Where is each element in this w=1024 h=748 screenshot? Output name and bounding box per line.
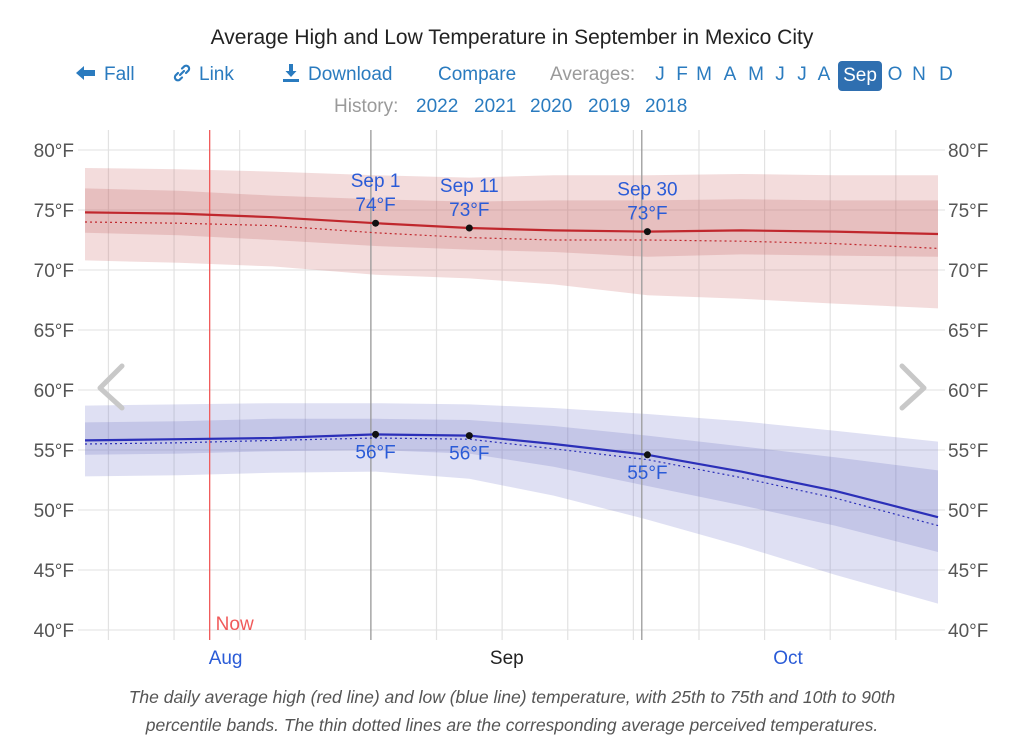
annotations: Sep 1 74°F Sep 11 73°F Sep 30 73°F 56°F 56°F 55°… (351, 171, 678, 484)
x-tick-label: Aug (209, 648, 243, 669)
history-toolbar: History: 2022 2021 2020 2019 2018 (0, 96, 1024, 120)
link-button[interactable]: Link (173, 64, 234, 86)
month-may[interactable]: M (748, 64, 764, 85)
annotation-value-label: 74°F (355, 195, 395, 216)
history-year-2022[interactable]: 2022 (416, 96, 459, 117)
download-button[interactable]: Download (282, 63, 393, 86)
chevron-right-icon[interactable] (899, 363, 927, 411)
data-point-dot (643, 451, 651, 459)
x-tick-label: Sep (490, 648, 524, 669)
y-tick-label-right: 75°F (948, 201, 988, 222)
history-label: History: (334, 96, 399, 117)
month-dec[interactable]: D (939, 64, 953, 85)
history-year-2021[interactable]: 2021 (474, 96, 517, 117)
back-to-fall-link[interactable]: Fall (76, 64, 135, 86)
data-point-dot (643, 228, 651, 236)
month-apr[interactable]: A (723, 64, 737, 85)
annotation-value-label: 56°F (355, 442, 395, 463)
caption-line-1: The daily average high (red line) and lo… (128, 687, 896, 707)
y-tick-label-left: 60°F (34, 381, 74, 402)
history-year-2020[interactable]: 2020 (530, 96, 573, 117)
temperature-chart: Sep 1 74°F Sep 11 73°F Sep 30 73°F 56°F 56°F 55°… (34, 130, 989, 669)
low-10-90-band (85, 403, 938, 604)
month-jul[interactable]: J (797, 64, 807, 85)
average-low-line (84, 433, 939, 519)
history-year-2018[interactable]: 2018 (645, 96, 688, 117)
caption-line-2: percentile bands. The thin dotted lines … (145, 715, 879, 735)
y-tick-label-right: 50°F (948, 501, 988, 522)
chart-caption: The daily average high (red line) and lo… (0, 683, 1024, 739)
annotation-value-label: 73°F (449, 200, 489, 221)
data-point-dot (465, 224, 473, 232)
month-aug[interactable]: A (817, 64, 831, 85)
y-tick-label-right: 65°F (948, 321, 988, 342)
low-25-75-band (85, 418, 938, 552)
compare-link[interactable]: Compare (438, 64, 517, 85)
nav-toolbar: Fall Link Download Compare Averages: J F… (0, 61, 1024, 91)
y-tick-label-left: 80°F (34, 141, 74, 162)
y-tick-label-right: 45°F (948, 561, 988, 582)
back-label: Fall (104, 64, 135, 85)
month-sep-active[interactable]: Sep (838, 61, 882, 91)
annotation-value-label: 55°F (627, 463, 667, 484)
annotation-date-label: Sep 11 (440, 176, 499, 197)
y-tick-label-left: 40°F (34, 621, 74, 642)
axis-labels: 40°F 40°F 45°F 45°F 50°F 50°F 55°F 55°F 60°F 60°F… (34, 141, 989, 669)
y-tick-label-right: 70°F (948, 261, 988, 282)
link-label: Link (199, 64, 234, 85)
y-tick-label-left: 50°F (34, 501, 74, 522)
prev-month-arrow[interactable] (97, 363, 125, 411)
data-point-dot (372, 219, 380, 227)
y-tick-label-right: 60°F (948, 381, 988, 402)
download-icon (283, 63, 299, 82)
data-point-dot (372, 430, 380, 438)
high-25-75-band (85, 188, 938, 257)
average-high-line (84, 211, 939, 236)
series-lines (84, 130, 939, 640)
y-tick-label-left: 45°F (34, 561, 74, 582)
next-month-arrow[interactable] (899, 363, 927, 411)
data-point-dot (465, 432, 473, 440)
annotation-value-label: 56°F (449, 444, 489, 465)
history-year-2019[interactable]: 2019 (588, 96, 631, 117)
month-jun[interactable]: J (775, 64, 785, 85)
y-tick-label-right: 80°F (948, 141, 988, 162)
annotation-date-label: Sep 1 (351, 171, 401, 192)
annotation-date-label: Sep 30 (617, 180, 677, 201)
now-label: Now (216, 614, 254, 635)
month-mar[interactable]: M (696, 64, 712, 85)
low-perceived-dotted-line (84, 437, 939, 527)
month-oct[interactable]: O (887, 64, 903, 85)
y-tick-label-right: 55°F (948, 441, 988, 462)
y-tick-label-left: 55°F (34, 441, 74, 462)
y-tick-label-left: 70°F (34, 261, 74, 282)
y-tick-label-right: 40°F (948, 621, 988, 642)
link-icon (173, 64, 191, 82)
x-tick-label: Oct (773, 648, 803, 669)
arrow-left-icon (76, 66, 95, 81)
month-nov[interactable]: N (912, 64, 926, 85)
y-tick-label-left: 65°F (34, 321, 74, 342)
month-jan[interactable]: J (655, 64, 665, 85)
annotation-value-label: 73°F (627, 204, 667, 225)
percentile-bands (85, 168, 938, 604)
chart-title: Average High and Low Temperature in Sept… (210, 26, 814, 49)
y-tick-label-left: 75°F (34, 201, 74, 222)
download-label: Download (308, 64, 393, 85)
month-feb[interactable]: F (676, 64, 688, 85)
chevron-left-icon[interactable] (97, 363, 125, 411)
high-perceived-dotted-line (84, 221, 939, 249)
averages-label: Averages: (550, 64, 636, 85)
